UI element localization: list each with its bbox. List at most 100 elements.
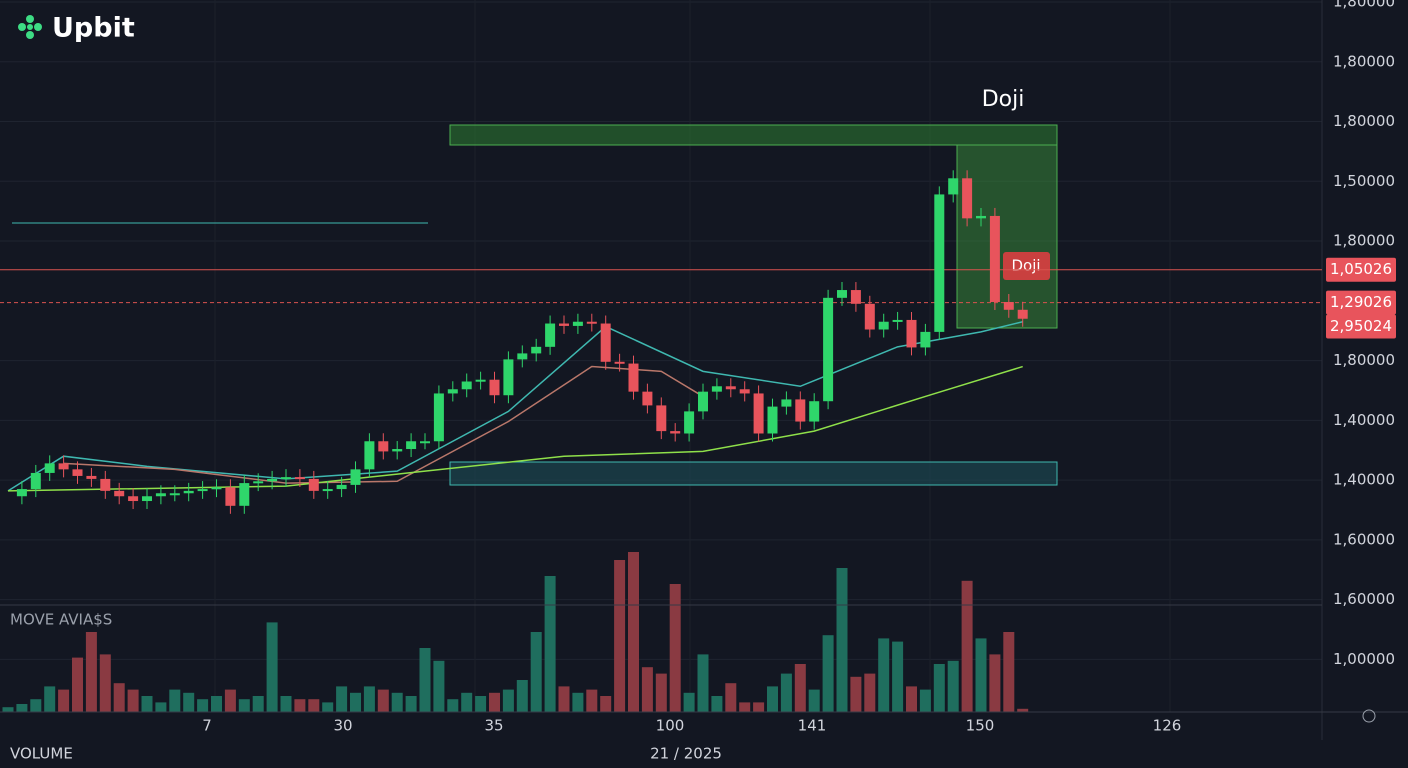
candle-body [211, 487, 222, 490]
volume-bar [405, 696, 417, 712]
volume-bar [933, 664, 945, 712]
volume-bar [572, 692, 584, 712]
doji-zone [956, 144, 1058, 329]
price-tag [1326, 314, 1396, 339]
x-tick-label: 126 [1153, 717, 1182, 735]
candle-body [962, 178, 973, 219]
candle-body [183, 490, 194, 494]
x-tick-label: 150 [966, 717, 995, 735]
candle-body [114, 490, 125, 497]
price-tag-label: 1,05026 [1330, 260, 1392, 278]
candle-body [100, 478, 111, 491]
candle-body [336, 484, 347, 490]
volume-bar [600, 696, 612, 712]
support-zone [449, 461, 1058, 486]
volume-bar [2, 707, 14, 712]
volume-bar [99, 654, 111, 712]
y-tick-label: 1,40000 [1333, 471, 1395, 489]
candle-body [364, 441, 375, 470]
candle-body [294, 477, 305, 480]
volume-bar [669, 584, 681, 712]
candle-body [559, 323, 569, 326]
candle-body [864, 303, 875, 330]
candle-body [545, 323, 556, 347]
candle-body [698, 391, 708, 412]
volume-bar [16, 704, 28, 712]
volume-bar [280, 696, 292, 712]
candle-body [656, 405, 667, 432]
volume-bar [197, 699, 209, 712]
volume-bar [350, 692, 361, 712]
candle-body [461, 381, 472, 390]
y-tick-label: 1,50000 [1333, 172, 1395, 190]
candle-body [586, 321, 597, 324]
candle-body [976, 215, 986, 219]
x-tick-label: 141 [798, 717, 827, 735]
price-tag [1326, 257, 1396, 282]
candle-body [781, 399, 792, 407]
y-tick-label: 1,40000 [1333, 411, 1395, 429]
volume-bar [767, 686, 778, 712]
candle-body [253, 481, 264, 484]
candle-body [878, 321, 889, 330]
annotation: Doji [1011, 257, 1040, 275]
candle-body [30, 472, 41, 490]
volume-bar [780, 673, 792, 712]
candle-body [1017, 309, 1028, 319]
volume-bar [850, 676, 862, 712]
candle-body [44, 463, 55, 473]
volume-bar [836, 568, 848, 712]
volume-bar [961, 580, 973, 712]
candle-body [406, 441, 417, 450]
volume-bar [475, 696, 487, 712]
candle-body [531, 346, 542, 354]
volume-bar [224, 689, 236, 712]
candle-body [281, 477, 291, 480]
candle-body [614, 361, 625, 364]
candle-body [989, 215, 1000, 303]
volume-bar [30, 699, 42, 712]
candle-body [503, 359, 514, 396]
volume-bar [183, 692, 195, 712]
volume-bar [1003, 632, 1015, 712]
volume-bar [516, 680, 528, 712]
volume-bar [294, 699, 306, 712]
candle-body [795, 399, 806, 422]
volume-bar [864, 673, 876, 712]
candle-body [823, 297, 834, 402]
candle-body [142, 496, 152, 502]
y-tick-label: 1,80000 [1333, 232, 1395, 250]
volume-bar [155, 702, 167, 712]
volume-bar [753, 702, 765, 712]
candle-body [267, 478, 278, 482]
candle-body [809, 401, 820, 422]
y-tick-label: 1,60000 [1333, 530, 1395, 548]
settings-icon[interactable] [1362, 709, 1376, 723]
volume-label: VOLUME [10, 745, 73, 763]
volume-bar [169, 689, 181, 712]
candle-body [1003, 302, 1014, 310]
candle-body [489, 379, 500, 396]
candle-body [392, 449, 403, 452]
resistance-zone [449, 124, 1058, 146]
candle-body [197, 489, 208, 492]
volume-bar [252, 696, 264, 712]
candle-body [86, 475, 97, 479]
annotation: Doji [982, 87, 1025, 112]
volume-bar [85, 632, 97, 712]
logo: Upbit [52, 13, 135, 44]
y-tick-label: 1,80000 [1333, 52, 1395, 70]
x-tick-label: 100 [656, 717, 685, 735]
y-tick-label: 1,80000 [1333, 112, 1395, 130]
candle-body [670, 431, 681, 434]
volume-bar [975, 638, 987, 712]
volume-bar [641, 667, 653, 712]
candle-body [378, 441, 389, 452]
candle-body [711, 386, 722, 392]
candle-body [433, 393, 444, 442]
volume-bar [211, 696, 222, 712]
candle-body [420, 441, 430, 444]
volume-bar [906, 686, 917, 712]
volume-bar [377, 689, 389, 712]
